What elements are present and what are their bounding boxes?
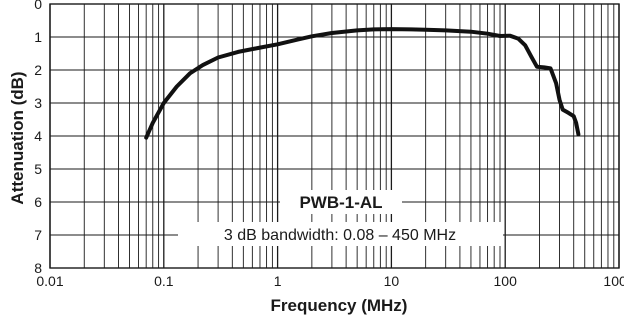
x-tick-label: 100 [494,273,518,289]
x-axis-title: Frequency (MHz) [271,296,408,315]
y-tick-label: 4 [34,128,42,144]
x-tick-label: 0.1 [154,273,174,289]
y-tick-label: 6 [34,194,42,210]
y-tick-label: 7 [34,227,42,243]
y-tick-labels: 0 1 2 3 4 5 6 7 8 [34,0,42,276]
y-axis-title: Attenuation (dB) [8,71,27,204]
model-label: PWB-1-AL [299,193,382,212]
plot-frame [49,3,620,269]
model-label-bg [280,190,402,214]
x-tick-label: 10 [384,273,400,289]
bandwidth-label-bg [178,222,503,246]
y-tick-label: 8 [34,260,42,276]
bandwidth-label: 3 dB bandwidth: 0.08 – 450 MHz [224,227,456,244]
y-tick-label: 2 [34,62,42,78]
x-tick-label: 0.01 [36,273,63,289]
x-tick-label: 1 [274,273,282,289]
y-tick-label: 0 [34,0,42,12]
attenuation-curve [144,27,581,140]
y-tick-label: 3 [34,95,42,111]
y-tick-label: 1 [34,29,42,45]
y-tick-label: 5 [34,161,42,177]
